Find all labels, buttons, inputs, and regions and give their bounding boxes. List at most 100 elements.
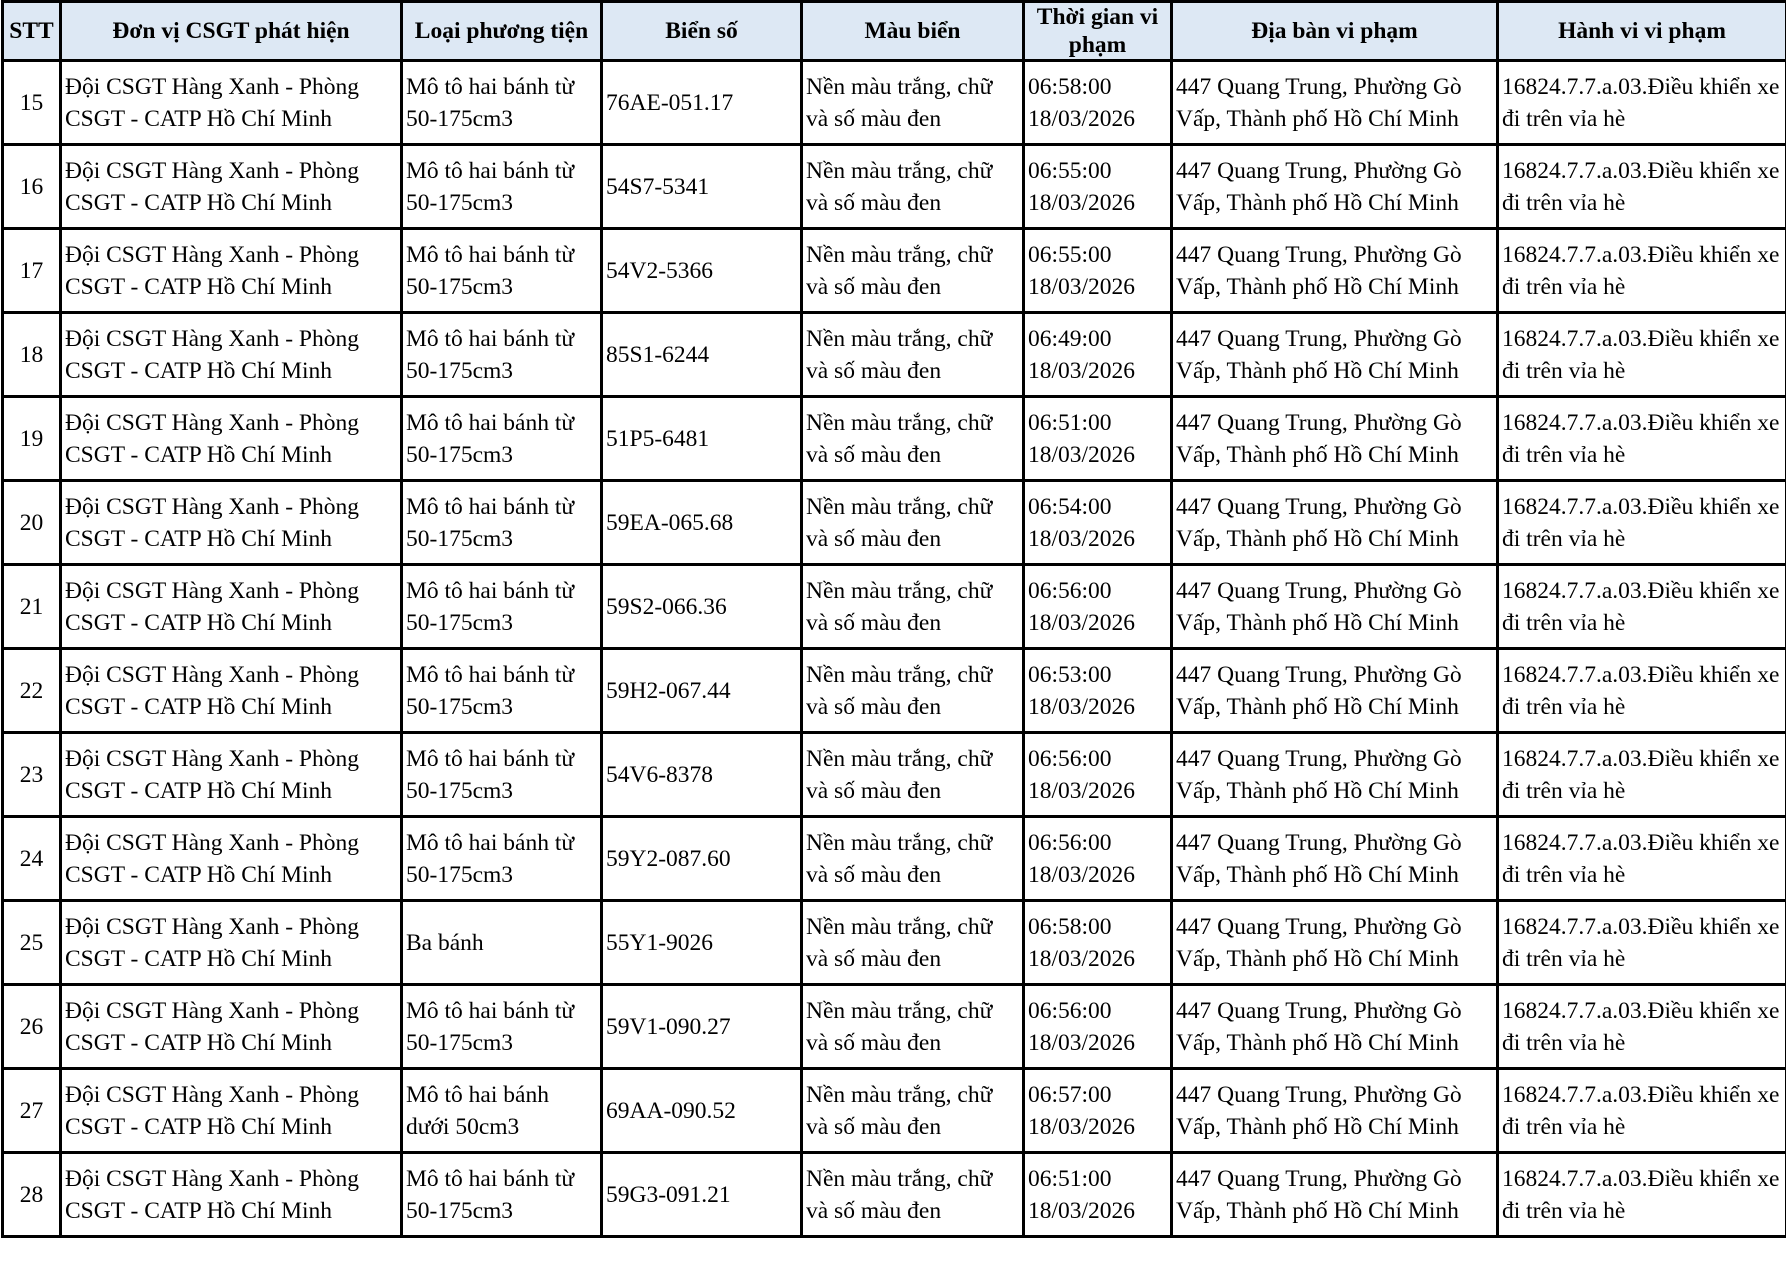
cell-violation: 16824.7.7.a.03.Điều khiển xe đi trên vỉa… [1496,731,1786,818]
table-row: 25 Đội CSGT Hàng Xanh - Phòng CSGT - CATP… [1,899,1786,986]
cell-stt: 23 [1,731,62,818]
cell-plate-color: Nền màu trắng, chữ và số màu đen [800,143,1025,230]
cell-location: 447 Quang Trung, Phường Gò Vấp, Thành ph… [1170,815,1499,902]
table-row: 18 Đội CSGT Hàng Xanh - Phòng CSGT - CATP… [1,311,1786,398]
cell-unit: Đội CSGT Hàng Xanh - Phòng CSGT - CATP H… [59,899,403,986]
cell-vehicle-type: Mô tô hai bánh từ 50-175cm3 [400,59,603,146]
column-header-vehicle-type: Loại phương tiện [400,0,603,62]
cell-vehicle-type: Mô tô hai bánh dưới 50cm3 [400,1067,603,1154]
cell-vehicle-type: Mô tô hai bánh từ 50-175cm3 [400,227,603,314]
cell-unit: Đội CSGT Hàng Xanh - Phòng CSGT - CATP H… [59,983,403,1070]
cell-location: 447 Quang Trung, Phường Gò Vấp, Thành ph… [1170,983,1499,1070]
cell-plate-number: 59S2-066.36 [600,563,803,650]
table-row: 19 Đội CSGT Hàng Xanh - Phòng CSGT - CATP… [1,395,1786,482]
table-row: 20 Đội CSGT Hàng Xanh - Phòng CSGT - CATP… [1,479,1786,566]
column-header-plate-color: Màu biển [800,0,1025,62]
cell-plate-color: Nền màu trắng, chữ và số màu đen [800,647,1025,734]
table-row: 26 Đội CSGT Hàng Xanh - Phòng CSGT - CATP… [1,983,1786,1070]
table-row: 23 Đội CSGT Hàng Xanh - Phòng CSGT - CATP… [1,731,1786,818]
cell-plate-number: 59G3-091.21 [600,1151,803,1238]
cell-location: 447 Quang Trung, Phường Gò Vấp, Thành ph… [1170,143,1499,230]
cell-plate-number: 59V1-090.27 [600,983,803,1070]
cell-violation: 16824.7.7.a.03.Điều khiển xe đi trên vỉa… [1496,143,1786,230]
cell-location: 447 Quang Trung, Phường Gò Vấp, Thành ph… [1170,563,1499,650]
cell-stt: 22 [1,647,62,734]
cell-vehicle-type: Ba bánh [400,899,603,986]
cell-unit: Đội CSGT Hàng Xanh - Phòng CSGT - CATP H… [59,731,403,818]
cell-unit: Đội CSGT Hàng Xanh - Phòng CSGT - CATP H… [59,59,403,146]
cell-violation-time: 06:49:00 18/03/2026 [1022,311,1173,398]
cell-stt: 24 [1,815,62,902]
cell-unit: Đội CSGT Hàng Xanh - Phòng CSGT - CATP H… [59,311,403,398]
cell-plate-number: 76AE-051.17 [600,59,803,146]
cell-plate-number: 51P5-6481 [600,395,803,482]
cell-vehicle-type: Mô tô hai bánh từ 50-175cm3 [400,1151,603,1238]
cell-plate-number: 85S1-6244 [600,311,803,398]
cell-violation-time: 06:57:00 18/03/2026 [1022,1067,1173,1154]
cell-plate-number: 59EA-065.68 [600,479,803,566]
cell-unit: Đội CSGT Hàng Xanh - Phòng CSGT - CATP H… [59,479,403,566]
table-row: 15 Đội CSGT Hàng Xanh - Phòng CSGT - CATP… [1,59,1786,146]
cell-plate-number: 54V2-5366 [600,227,803,314]
cell-unit: Đội CSGT Hàng Xanh - Phòng CSGT - CATP H… [59,143,403,230]
cell-location: 447 Quang Trung, Phường Gò Vấp, Thành ph… [1170,311,1499,398]
cell-violation: 16824.7.7.a.03.Điều khiển xe đi trên vỉa… [1496,899,1786,986]
cell-unit: Đội CSGT Hàng Xanh - Phòng CSGT - CATP H… [59,227,403,314]
cell-vehicle-type: Mô tô hai bánh từ 50-175cm3 [400,311,603,398]
cell-vehicle-type: Mô tô hai bánh từ 50-175cm3 [400,143,603,230]
column-header-violation-time: Thời gian vi phạm [1022,0,1173,62]
column-header-unit: Đơn vị CSGT phát hiện [59,0,403,62]
cell-stt: 27 [1,1067,62,1154]
cell-stt: 26 [1,983,62,1070]
cell-location: 447 Quang Trung, Phường Gò Vấp, Thành ph… [1170,59,1499,146]
cell-vehicle-type: Mô tô hai bánh từ 50-175cm3 [400,815,603,902]
cell-violation-time: 06:56:00 18/03/2026 [1022,563,1173,650]
violations-table: STT Đơn vị CSGT phát hiện Loại phương tiện… [1,0,1786,1238]
cell-plate-color: Nền màu trắng, chữ và số màu đen [800,59,1025,146]
cell-stt: 28 [1,1151,62,1238]
cell-plate-color: Nền màu trắng, chữ và số màu đen [800,1151,1025,1238]
table-row: 16 Đội CSGT Hàng Xanh - Phòng CSGT - CATP… [1,143,1786,230]
table-row: 22 Đội CSGT Hàng Xanh - Phòng CSGT - CATP… [1,647,1786,734]
cell-plate-color: Nền màu trắng, chữ và số màu đen [800,899,1025,986]
cell-stt: 15 [1,59,62,146]
table-row: 24 Đội CSGT Hàng Xanh - Phòng CSGT - CATP… [1,815,1786,902]
cell-vehicle-type: Mô tô hai bánh từ 50-175cm3 [400,731,603,818]
cell-plate-color: Nền màu trắng, chữ và số màu đen [800,731,1025,818]
cell-violation-time: 06:56:00 18/03/2026 [1022,731,1173,818]
cell-violation: 16824.7.7.a.03.Điều khiển xe đi trên vỉa… [1496,227,1786,314]
cell-location: 447 Quang Trung, Phường Gò Vấp, Thành ph… [1170,1151,1499,1238]
cell-stt: 19 [1,395,62,482]
cell-violation-time: 06:51:00 18/03/2026 [1022,1151,1173,1238]
cell-plate-color: Nền màu trắng, chữ và số màu đen [800,395,1025,482]
cell-plate-color: Nền màu trắng, chữ và số màu đen [800,479,1025,566]
column-header-stt: STT [1,0,62,62]
cell-plate-color: Nền màu trắng, chữ và số màu đen [800,311,1025,398]
cell-unit: Đội CSGT Hàng Xanh - Phòng CSGT - CATP H… [59,395,403,482]
cell-violation: 16824.7.7.a.03.Điều khiển xe đi trên vỉa… [1496,983,1786,1070]
cell-stt: 25 [1,899,62,986]
cell-plate-color: Nền màu trắng, chữ và số màu đen [800,563,1025,650]
cell-vehicle-type: Mô tô hai bánh từ 50-175cm3 [400,563,603,650]
cell-violation-time: 06:55:00 18/03/2026 [1022,143,1173,230]
cell-stt: 21 [1,563,62,650]
cell-violation-time: 06:58:00 18/03/2026 [1022,59,1173,146]
cell-violation: 16824.7.7.a.03.Điều khiển xe đi trên vỉa… [1496,1067,1786,1154]
cell-location: 447 Quang Trung, Phường Gò Vấp, Thành ph… [1170,395,1499,482]
cell-plate-number: 54V6-8378 [600,731,803,818]
cell-violation: 16824.7.7.a.03.Điều khiển xe đi trên vỉa… [1496,311,1786,398]
cell-plate-number: 69AA-090.52 [600,1067,803,1154]
cell-violation-time: 06:51:00 18/03/2026 [1022,395,1173,482]
cell-violation: 16824.7.7.a.03.Điều khiển xe đi trên vỉa… [1496,815,1786,902]
cell-vehicle-type: Mô tô hai bánh từ 50-175cm3 [400,395,603,482]
cell-unit: Đội CSGT Hàng Xanh - Phòng CSGT - CATP H… [59,563,403,650]
table-row: 27 Đội CSGT Hàng Xanh - Phòng CSGT - CATP… [1,1067,1786,1154]
cell-violation-time: 06:58:00 18/03/2026 [1022,899,1173,986]
cell-vehicle-type: Mô tô hai bánh từ 50-175cm3 [400,479,603,566]
cell-plate-number: 59H2-067.44 [600,647,803,734]
cell-plate-color: Nền màu trắng, chữ và số màu đen [800,1067,1025,1154]
cell-violation: 16824.7.7.a.03.Điều khiển xe đi trên vỉa… [1496,563,1786,650]
cell-stt: 17 [1,227,62,314]
table-row: 17 Đội CSGT Hàng Xanh - Phòng CSGT - CATP… [1,227,1786,314]
cell-stt: 20 [1,479,62,566]
